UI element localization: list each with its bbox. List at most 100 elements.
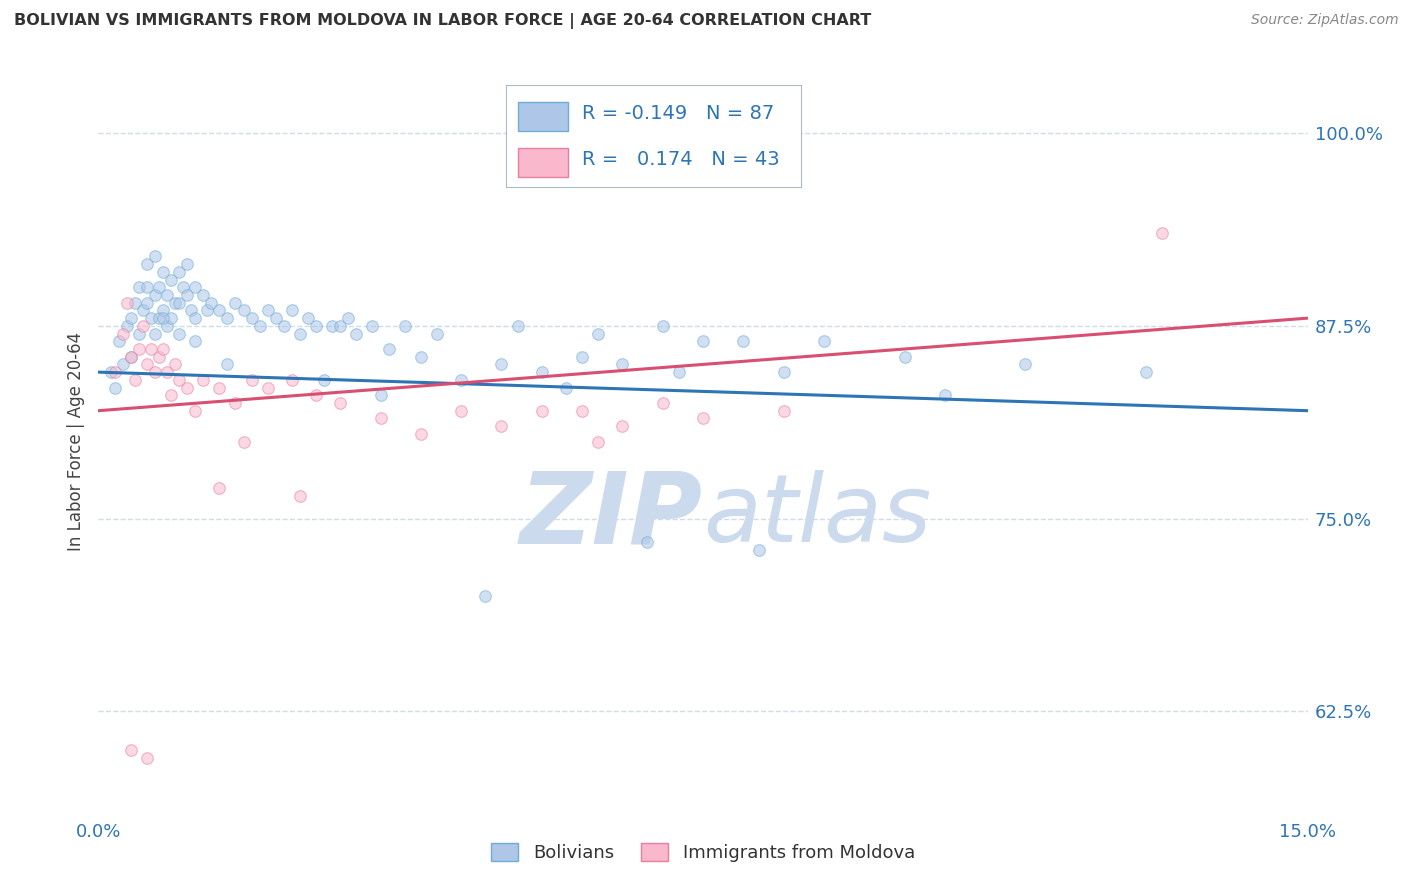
Point (139, 342, 162, 356)
Point (571, 350, 593, 364)
Legend: Bolivians, Immigrants from Moldova: Bolivians, Immigrants from Moldova (484, 836, 922, 870)
Point (337, 311, 360, 326)
Point (132, 303, 155, 318)
Text: BOLIVIAN VS IMMIGRANTS FROM MOLDOVA IN LABOR FORCE | AGE 20-64 CORRELATION CHART: BOLIVIAN VS IMMIGRANTS FROM MOLDOVA IN L… (14, 13, 872, 29)
Point (176, 380, 198, 394)
Point (329, 318, 352, 333)
Point (120, 311, 142, 326)
Point (934, 388, 956, 402)
Point (506, 318, 529, 333)
Point (450, 373, 472, 387)
Point (256, 380, 278, 394)
Point (450, 403, 472, 417)
Point (111, 358, 134, 372)
Point (107, 334, 129, 349)
Point (208, 380, 231, 394)
Point (636, 534, 658, 549)
Point (370, 411, 392, 425)
Point (240, 373, 263, 387)
Point (124, 295, 146, 310)
Point (370, 388, 392, 402)
Text: Source: ZipAtlas.com: Source: ZipAtlas.com (1251, 13, 1399, 28)
Point (305, 318, 328, 333)
Point (224, 396, 246, 410)
Point (163, 358, 186, 372)
Point (143, 326, 166, 341)
Point (256, 303, 278, 318)
Point (115, 318, 138, 333)
Point (651, 318, 673, 333)
Point (148, 280, 170, 294)
Point (474, 589, 496, 603)
Point (152, 342, 174, 356)
Point (135, 358, 157, 372)
Point (772, 403, 794, 417)
Point (111, 326, 134, 341)
Point (1135, 365, 1157, 379)
Point (586, 434, 609, 449)
Point (176, 288, 198, 302)
Point (240, 311, 263, 326)
Point (176, 257, 198, 271)
Point (586, 326, 609, 341)
Point (143, 288, 166, 302)
Y-axis label: In Labor Force | Age 20-64: In Labor Force | Age 20-64 (66, 332, 84, 551)
Point (180, 303, 202, 318)
Point (193, 288, 215, 302)
Point (167, 295, 190, 310)
Point (281, 373, 304, 387)
Point (172, 280, 194, 294)
Point (160, 388, 183, 402)
Point (409, 350, 432, 364)
Point (612, 358, 634, 372)
Point (748, 542, 770, 557)
Point (668, 365, 690, 379)
Point (281, 303, 304, 318)
Point (491, 419, 513, 434)
Point (249, 318, 271, 333)
Point (555, 380, 578, 394)
Point (184, 334, 207, 349)
Point (148, 311, 170, 326)
Point (124, 373, 146, 387)
Point (208, 303, 231, 318)
Point (193, 373, 215, 387)
Point (288, 326, 311, 341)
Point (115, 295, 138, 310)
Point (224, 295, 246, 310)
Point (184, 311, 207, 326)
Point (329, 396, 352, 410)
Point (120, 743, 142, 757)
Point (491, 358, 513, 372)
Point (128, 326, 150, 341)
Point (314, 373, 336, 387)
Point (344, 326, 367, 341)
Point (273, 318, 295, 333)
Point (321, 318, 343, 333)
Text: ZIP: ZIP (520, 467, 703, 564)
Point (135, 280, 157, 294)
Point (152, 311, 174, 326)
Point (612, 419, 634, 434)
Point (135, 295, 157, 310)
Point (232, 434, 254, 449)
Point (128, 280, 150, 294)
Text: R = -0.149   N = 87: R = -0.149 N = 87 (582, 104, 775, 123)
Point (135, 750, 157, 764)
Point (232, 303, 254, 318)
Text: atlas: atlas (703, 470, 931, 561)
Point (530, 365, 553, 379)
Point (120, 350, 142, 364)
Point (163, 295, 186, 310)
Point (200, 295, 222, 310)
Point (128, 342, 150, 356)
Point (167, 265, 190, 279)
Point (156, 318, 179, 333)
Point (772, 365, 794, 379)
Point (132, 318, 155, 333)
Point (733, 334, 755, 349)
Point (103, 365, 125, 379)
Point (195, 303, 218, 318)
Text: R =   0.174   N = 43: R = 0.174 N = 43 (582, 150, 780, 169)
Point (377, 342, 399, 356)
